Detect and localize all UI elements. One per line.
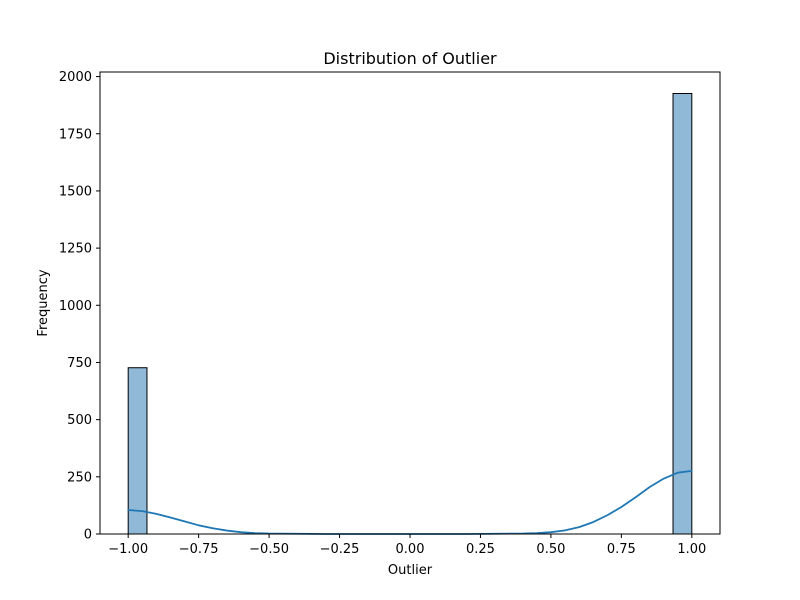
x-tick-label: −0.25: [320, 542, 360, 557]
y-tick-label: 500: [67, 413, 92, 428]
x-tick-label: −0.50: [249, 542, 289, 557]
y-tick-label: 750: [67, 356, 92, 371]
y-axis-label: Frequency: [36, 269, 51, 336]
histogram-bar-1: [672, 92, 693, 535]
chart-title: Distribution of Outlier: [323, 49, 497, 68]
x-axis-ticks: −1.00 −0.75 −0.50 −0.25 0.00 0.25 0.50 0.75 1.00: [108, 534, 706, 557]
y-tick-label: 0: [84, 528, 92, 543]
x-tick-label: 0.75: [607, 542, 636, 557]
x-tick-label: −1.00: [108, 542, 148, 557]
x-tick-label: 0.50: [536, 542, 565, 557]
y-tick-label: 2000: [59, 70, 92, 85]
y-tick-label: 1750: [59, 127, 92, 142]
histogram-bar-0: [127, 367, 148, 535]
y-tick-label: 250: [67, 470, 92, 485]
y-tick-label: 1250: [59, 242, 92, 257]
bars-layer: [127, 92, 693, 535]
x-axis-label: Outlier: [388, 563, 433, 578]
x-tick-label: 0.25: [466, 542, 495, 557]
x-tick-label: −0.75: [179, 542, 219, 557]
x-tick-label: 1.00: [677, 542, 706, 557]
y-axis-ticks: 0 250 500 750 1000 1250 1500 1750 2000: [59, 70, 100, 543]
y-tick-label: 1500: [59, 184, 92, 199]
y-tick-label: 1000: [59, 299, 92, 314]
x-tick-label: 0.00: [396, 542, 425, 557]
